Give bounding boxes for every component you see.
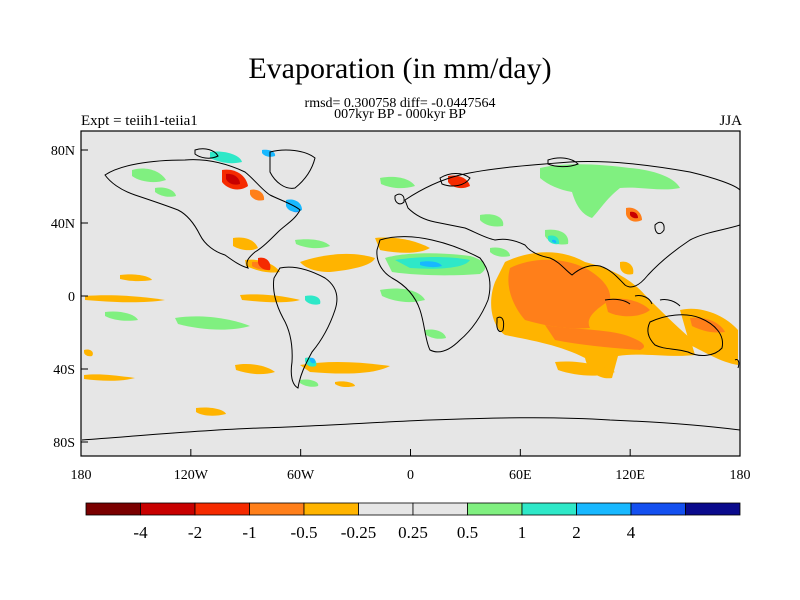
colorbar-swatch [685,502,741,516]
colorbar-label: -4 [133,523,148,542]
colorbar-label: 0.25 [398,523,428,542]
colorbar-swatch [140,502,196,516]
x-tick-label: 120W [174,468,209,483]
colorbar-swatch [521,502,577,516]
colorbar-swatch [85,502,141,516]
colorbar-label: 4 [627,523,636,542]
x-tick-label: 60W [287,468,315,483]
colorbar-label: -2 [188,523,202,542]
colorbar-label: -1 [242,523,256,542]
map-title: Evaporation (in mm/day) [248,52,552,85]
x-tick-label: 60E [509,468,532,483]
colorbar-label: 2 [572,523,581,542]
colorbar-swatch [467,502,523,516]
y-tick-label: 40S [53,363,75,378]
season-label: JJA [719,113,742,129]
colorbar-swatch [412,502,468,516]
y-tick-label: 80N [51,144,75,159]
colorbar-swatch [630,502,686,516]
x-tick-label: 120E [615,468,645,483]
x-tick-label: 180 [71,468,92,483]
colorbar-label: 1 [518,523,527,542]
colorbar-label: 0.5 [457,523,478,542]
experiment-label: Expt = teiih1-teiia1 [81,113,198,129]
y-tick-label: 40N [51,217,75,232]
x-tick-label: 180 [730,468,751,483]
x-axis: 180 120W 60W 0 60E 120E 180 [71,449,751,483]
coastlines [81,148,740,441]
anomaly-fields [84,149,738,416]
colorbar-label: -0.5 [291,523,318,542]
y-axis: 80N 40N 0 40S 80S [51,144,88,451]
y-tick-label: 0 [68,290,75,305]
stats-line: rmsd= 0.300758 diff= -0.0447564 [304,96,496,111]
colorbar-swatch [358,502,414,516]
colorbar-swatch [194,502,250,516]
period-line: 007kyr BP - 000kyr BP [334,107,466,122]
x-tick-label: 0 [407,468,414,483]
colorbar: -4 -2 -1 -0.5 -0.25 0.25 0.5 1 2 4 [85,502,741,542]
colorbar-swatch [249,502,305,516]
colorbar-swatch [576,502,632,516]
y-tick-label: 80S [53,436,75,451]
colorbar-label: -0.25 [341,523,376,542]
colorbar-swatch [303,502,359,516]
